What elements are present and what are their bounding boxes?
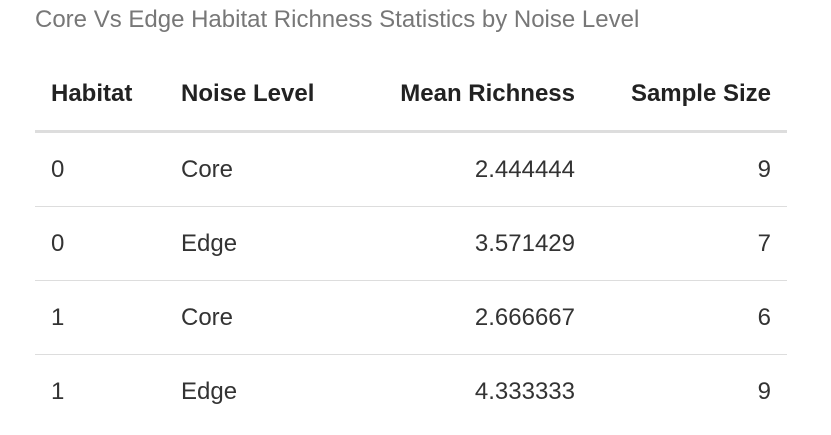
header-habitat: Habitat [35, 58, 165, 133]
cell-noise-level: Core [165, 131, 354, 207]
header-mean-richness: Mean Richness [354, 58, 591, 133]
cell-sample-size: 7 [591, 206, 787, 281]
table-row: 1 Core 2.666667 6 [35, 280, 787, 355]
table-header: Habitat Noise Level Mean Richness Sample… [35, 58, 787, 133]
cell-noise-level: Edge [165, 206, 354, 281]
header-row: Habitat Noise Level Mean Richness Sample… [35, 58, 787, 133]
cell-habitat: 1 [51, 377, 65, 405]
cell-sample-size: 9 [757, 377, 771, 405]
header-sample-size: Sample Size [591, 58, 787, 133]
cell-habitat: 1 [35, 280, 165, 355]
header-noise-level: Noise Level [165, 58, 354, 133]
cell-mean-richness: 4.333333 [474, 377, 575, 405]
cell-mean-richness: 3.571429 [354, 206, 591, 281]
statistics-table: Habitat Noise Level Mean Richness Sample… [35, 58, 787, 428]
cell-sample-size: 6 [591, 280, 787, 355]
cell-sample-size: 9 [591, 131, 787, 207]
table-row: 0 Core 2.444444 9 [35, 131, 787, 207]
table-row: 0 Edge 3.571429 7 [35, 206, 787, 281]
cell-noise-level: Core [165, 280, 354, 355]
cell-mean-richness: 2.666667 [354, 280, 591, 355]
table-caption: Core Vs Edge Habitat Richness Statistics… [35, 6, 640, 33]
table-row: 1 Edge 4.333333 9 [35, 355, 787, 429]
cell-mean-richness: 2.444444 [354, 131, 591, 207]
table-body: 0 Core 2.444444 9 0 Edge 3.571429 7 1 Co… [35, 131, 787, 429]
cell-noise-level: Edge [181, 377, 238, 405]
cell-habitat: 0 [35, 206, 165, 281]
cell-habitat: 0 [35, 131, 165, 207]
